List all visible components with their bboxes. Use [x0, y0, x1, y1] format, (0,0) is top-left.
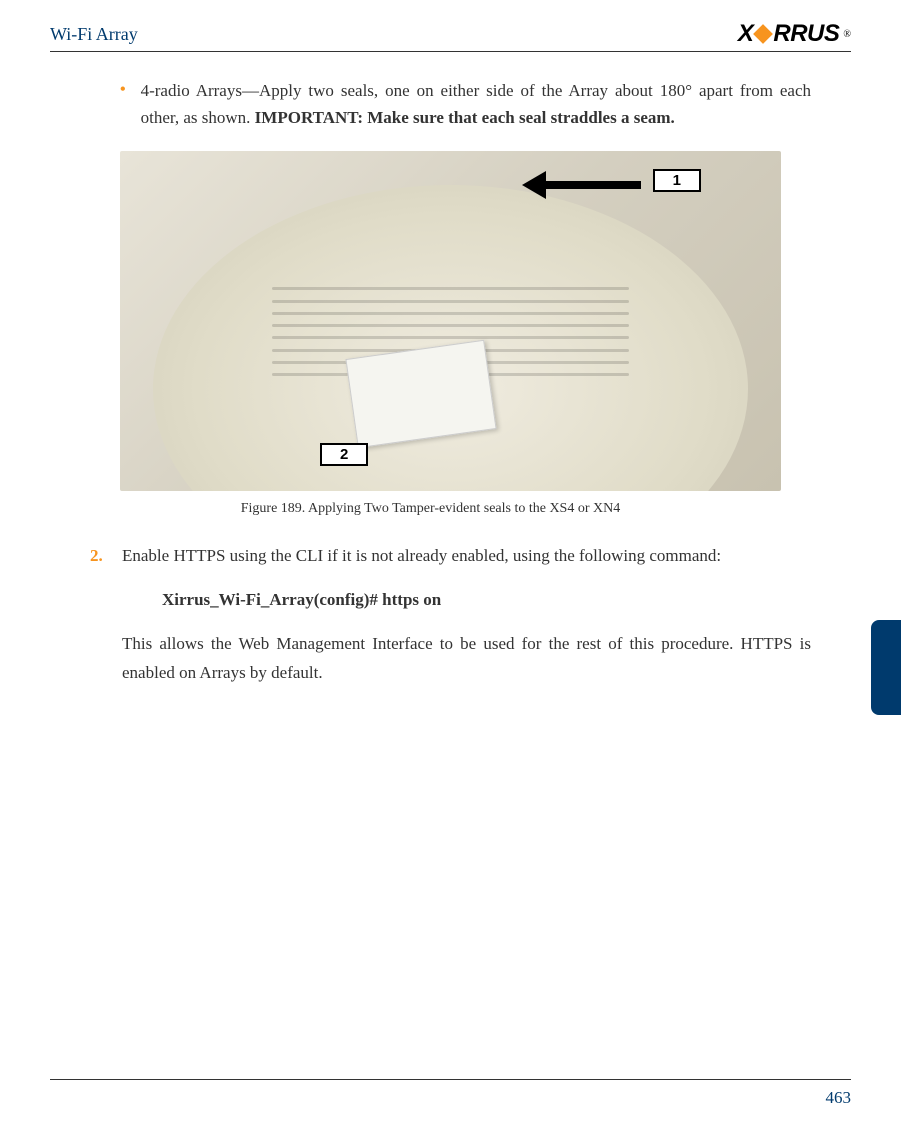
vent-slot — [272, 287, 629, 290]
xirrus-logo: X RRUS ® — [738, 20, 851, 48]
callout-arrow-line — [541, 181, 641, 189]
device-photo: 1 2 — [120, 151, 781, 491]
step-text: Enable HTTPS using the CLI if it is not … — [122, 546, 721, 565]
step-2: 2. Enable HTTPS using the CLI if it is n… — [90, 542, 811, 688]
logo-text-x: X — [738, 20, 754, 48]
device-label-sticker — [346, 339, 497, 448]
page-footer: 463 — [50, 1079, 851, 1108]
bullet-content: 4-radio Arrays—Apply two seals, one on e… — [141, 77, 811, 131]
vent-slot — [272, 336, 629, 339]
vent-slot — [272, 300, 629, 303]
logo-diamond-icon — [753, 24, 773, 44]
bullet-item: • 4-radio Arrays—Apply two seals, one on… — [120, 77, 811, 131]
step-number: 2. — [90, 542, 110, 688]
step-content: Enable HTTPS using the CLI if it is not … — [122, 542, 811, 688]
cli-command: Xirrus_Wi-Fi_Array(config)# https on — [162, 586, 811, 615]
page-number: 463 — [826, 1088, 852, 1107]
vent-slot — [272, 312, 629, 315]
callout-arrow-head — [522, 171, 546, 199]
header-title: Wi-Fi Array — [50, 24, 138, 45]
logo-registered: ® — [843, 29, 851, 40]
logo-text-rrus: RRUS — [773, 20, 839, 48]
page-header: Wi-Fi Array X RRUS ® — [50, 20, 851, 52]
side-tab — [871, 620, 901, 715]
callout-label-2: 2 — [320, 443, 368, 466]
vent-slot — [272, 324, 629, 327]
figure-container: 1 2 Figure 189. Applying Two Tamper-evid… — [120, 151, 781, 517]
bullet-marker: • — [120, 77, 126, 131]
important-label: IMPORTANT: — [255, 108, 363, 127]
step-follow: This allows the Web Management Interface… — [122, 630, 811, 688]
figure-caption: Figure 189. Applying Two Tamper-evident … — [80, 501, 781, 517]
callout-label-1: 1 — [653, 169, 701, 192]
device-body — [153, 185, 748, 491]
important-text: Make sure that each seal straddles a sea… — [367, 108, 675, 127]
